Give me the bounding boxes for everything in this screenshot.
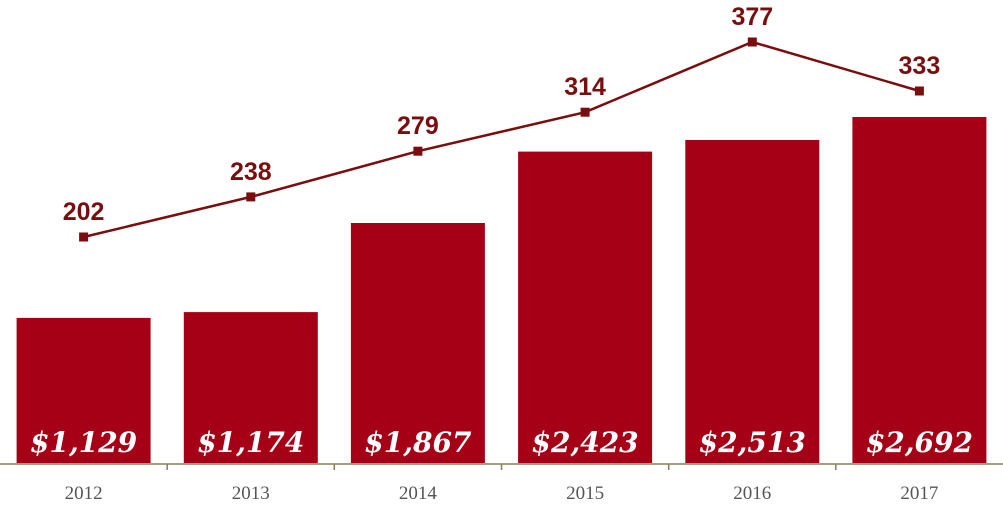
bar-2016	[685, 140, 820, 463]
bar-value-label-2012: $1,129	[30, 426, 137, 459]
line-value-label-2014: 279	[397, 112, 439, 140]
x-tick-label-2012: 2012	[65, 483, 103, 504]
bar-2015	[518, 151, 653, 463]
line-labels: 202 238 279 314 377 333	[63, 3, 941, 226]
bar-2013	[183, 312, 318, 463]
line-value-label-2015: 314	[564, 73, 606, 101]
line-value-label-2012: 202	[63, 198, 105, 226]
line-point-2016	[747, 37, 757, 47]
bar-value-label-2016: $2,513	[699, 426, 806, 459]
bar-value-label-2017: $2,692	[866, 426, 973, 459]
bar-value-label-2013: $1,174	[197, 426, 304, 459]
x-axis-ticks	[166, 464, 837, 470]
line-point-2014	[413, 146, 423, 156]
bar-2014	[350, 223, 485, 463]
line-point-2017	[914, 86, 924, 96]
bar-2017	[852, 117, 987, 463]
x-tick-label-2014: 2014	[399, 483, 438, 504]
x-tick-label-2017: 2017	[900, 483, 938, 504]
line-point-2013	[246, 192, 256, 202]
x-axis-labels: 2012 2013 2014 2015 2016 2017	[65, 483, 939, 504]
line-value-label-2016: 377	[731, 3, 773, 31]
line-markers	[79, 37, 924, 242]
line-value-label-2017: 333	[899, 52, 941, 80]
x-tick-label-2015: 2015	[566, 483, 604, 504]
bar-value-label-2014: $1,867	[364, 426, 472, 459]
bar-value-label-2015: $2,423	[532, 426, 639, 459]
x-tick-label-2016: 2016	[733, 483, 771, 504]
line-point-2015	[580, 107, 590, 117]
bar-labels: $1,129 $1,174 $1,867 $2,423 $2,513 $2,692	[30, 426, 973, 459]
line-series	[83, 40, 920, 239]
bar-2012	[16, 317, 151, 463]
x-tick-label-2013: 2013	[232, 483, 270, 504]
line-point-2012	[79, 232, 89, 242]
line-value-label-2013: 238	[230, 158, 272, 186]
bar-series	[16, 117, 987, 463]
